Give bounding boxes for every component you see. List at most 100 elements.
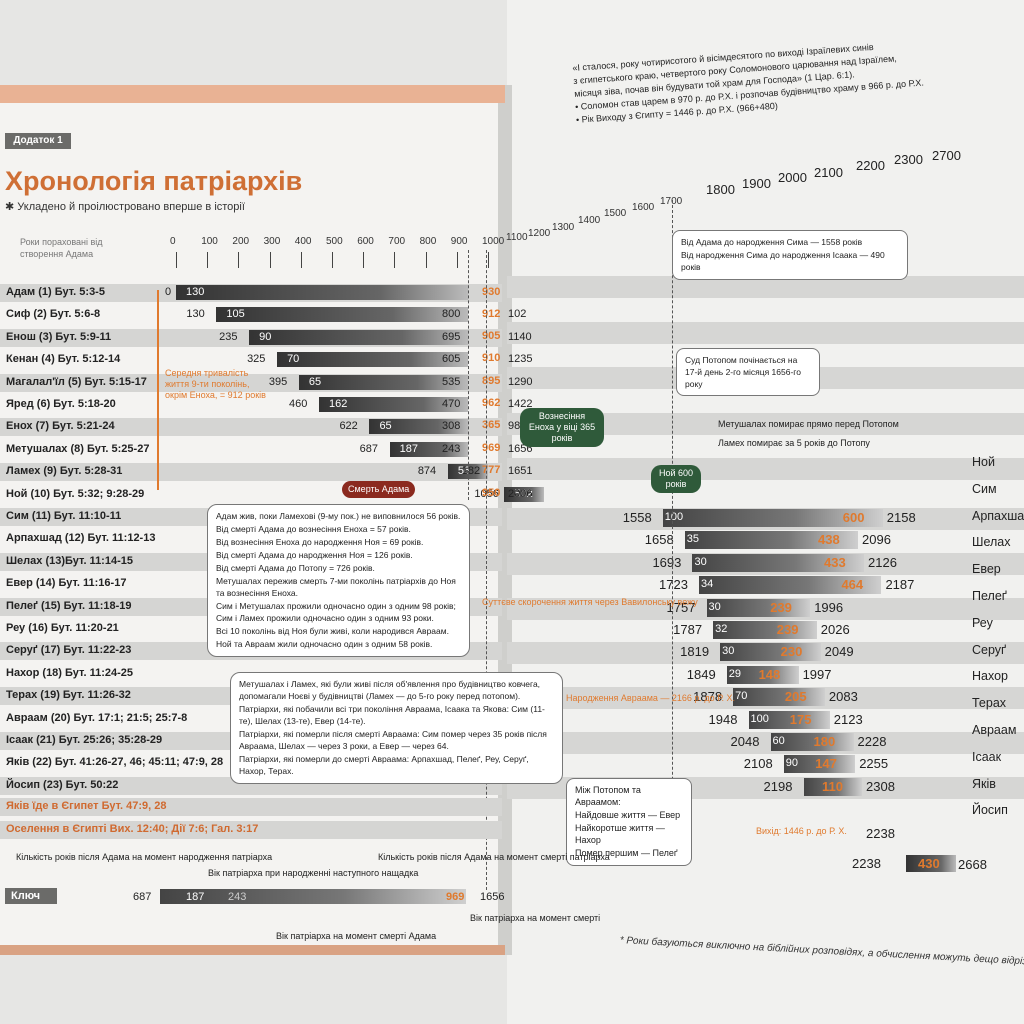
birth-age: 90	[785, 757, 798, 770]
life-bar	[699, 576, 882, 595]
patriarch-label: Нахор (18) Бут. 11:24-25	[6, 666, 133, 679]
left-axis-tick: 400	[294, 236, 312, 247]
fact-item: Патріархи, які побачили всі три поколінн…	[239, 704, 545, 726]
patriarch-label: Арпахшад (12) Бут. 11:12-13	[6, 532, 156, 545]
start-year: 874	[417, 465, 437, 478]
start-year: 1849	[686, 666, 716, 682]
tick-mark	[207, 252, 209, 268]
start-year: 395	[268, 375, 288, 388]
patriarch-label: Сиф (2) Бут. 5:6-8	[6, 308, 101, 321]
birth-age: 70	[735, 690, 748, 703]
life-bar	[298, 374, 468, 390]
birth-age: 34	[701, 578, 714, 591]
death-age: 230	[780, 644, 803, 660]
life-bar	[783, 755, 856, 774]
exodus-end: 2668	[958, 857, 987, 872]
life-bar	[249, 329, 468, 345]
right-axis-tick: 1600	[632, 202, 655, 213]
jacob-egypt-label: Яків їде в Єгипет Бут. 47:9, 28	[6, 800, 167, 812]
left-axis-tick: 200	[232, 236, 250, 247]
birth-age: 105	[226, 308, 245, 321]
patriarch-label: Магалал'їл (5) Бут. 5:15-17	[6, 375, 147, 388]
average-range-arrow	[157, 290, 159, 490]
key-start: 687	[133, 891, 152, 903]
key-birth-age: 187	[186, 891, 205, 903]
birth-age: 187	[399, 442, 419, 455]
death-year: 2026	[820, 622, 850, 637]
key-note-adam: Вік патріарха на момент смерті Адама	[276, 931, 437, 941]
patriarch-label: Йосип (23) Бут. 50:22	[6, 778, 119, 791]
death-age: 969	[482, 441, 501, 454]
patriarch-label: Енош (3) Бут. 5:9-11	[6, 330, 112, 343]
death-age: 912	[482, 308, 501, 321]
average-note: Середня тривалість життя 9-ти поколінь, …	[165, 368, 266, 400]
birth-age: 162	[329, 398, 348, 410]
noah-600-pill: Ной 600 років	[651, 465, 701, 493]
tick-mark	[176, 252, 177, 268]
start-year: 2048	[730, 734, 760, 749]
appendix-tag: Додаток 1	[5, 133, 71, 149]
death-age: 438	[818, 532, 840, 548]
right-axis-tick: 1400	[578, 215, 601, 226]
right-patriarch-name: Пелеґ	[972, 589, 1007, 603]
patriarch-label: Яред (6) Бут. 5:18-20	[6, 398, 116, 410]
death-year: 2096	[862, 532, 891, 548]
age-at-adam-death: 308	[442, 420, 461, 433]
key-death-age: 969	[446, 891, 465, 903]
extra-band	[0, 798, 502, 816]
life-bar	[319, 397, 468, 412]
death-year: 2308	[866, 778, 895, 794]
fa-line: Найкоротше життя — Нахор	[575, 823, 665, 845]
tick-mark	[269, 252, 271, 268]
right-axis-tick: 2700	[932, 148, 961, 163]
left-axis-tick: 500	[326, 236, 343, 247]
death-year: 1997	[802, 666, 832, 682]
life-bar	[770, 733, 854, 751]
start-year: 460	[289, 398, 308, 410]
key-bar	[160, 889, 466, 904]
left-axis-tick: 300	[263, 236, 281, 247]
babel-note: Суттєве скорочення життя через Вавилонсь…	[482, 597, 698, 607]
left-axis-tick: 900	[450, 236, 468, 247]
patriarch-label: Метушалах (8) Бут. 5:25-27	[6, 442, 150, 455]
patriarch-label: Пелеґ (15) Бут. 11:18-19	[6, 599, 132, 612]
death-age: 239	[776, 622, 799, 637]
birth-age: 32	[715, 623, 728, 635]
abraham-birth-note: Народження Авраама — 2166 р. до Р. Х.	[566, 693, 735, 703]
right-axis-tick: 1800	[706, 182, 735, 197]
life-bar	[662, 509, 883, 527]
row-band-right	[507, 412, 1024, 435]
right-patriarch-name: Реу	[972, 615, 993, 630]
death-age: 962	[482, 397, 501, 409]
start-year: 1819	[680, 644, 710, 660]
row-band-right	[507, 458, 1024, 481]
death-age: 930	[482, 286, 501, 298]
key-note-birth: Вік патріарха при народженні наступного …	[208, 868, 419, 878]
right-axis-tick: 1200	[528, 228, 551, 239]
left-axis-tick: 800	[419, 236, 437, 247]
fact-item: Від вознесіння Еноха до народження Ноя =…	[216, 537, 424, 547]
life-bar	[733, 688, 825, 707]
death-year: 1996	[814, 599, 844, 615]
key-rest: 243	[228, 891, 247, 903]
key-note-top-right: Кількість років після Адама на момент см…	[378, 852, 610, 862]
tick-mark	[363, 252, 365, 268]
life-bar	[176, 285, 468, 300]
start-year: 235	[219, 330, 238, 343]
birth-age: 70	[287, 353, 300, 366]
death-age: 148	[758, 666, 781, 682]
death-year: 1290	[508, 375, 533, 388]
patriarch-label: Евер (14) Бут. 11:16-17	[6, 577, 127, 590]
life-bar	[504, 486, 545, 502]
right-patriarch-name: Ной	[972, 455, 995, 469]
patriarch-label: Ной (10) Бут. 5:32; 9:28-29	[6, 487, 145, 500]
flood-abraham-box: Між Потопом та Авраамом: Найдовше життя …	[566, 778, 692, 866]
life-bar	[748, 710, 830, 729]
start-year: 1658	[644, 532, 674, 548]
key-death-year: 1656	[480, 891, 505, 903]
left-axis-tick: 700	[388, 236, 406, 247]
extra-band	[0, 821, 502, 839]
row-band	[0, 463, 502, 482]
right-patriarch-name: Йосип	[972, 803, 1008, 818]
patriarch-label: Ісаак (21) Бут. 25:26; 35:28-29	[6, 734, 163, 746]
